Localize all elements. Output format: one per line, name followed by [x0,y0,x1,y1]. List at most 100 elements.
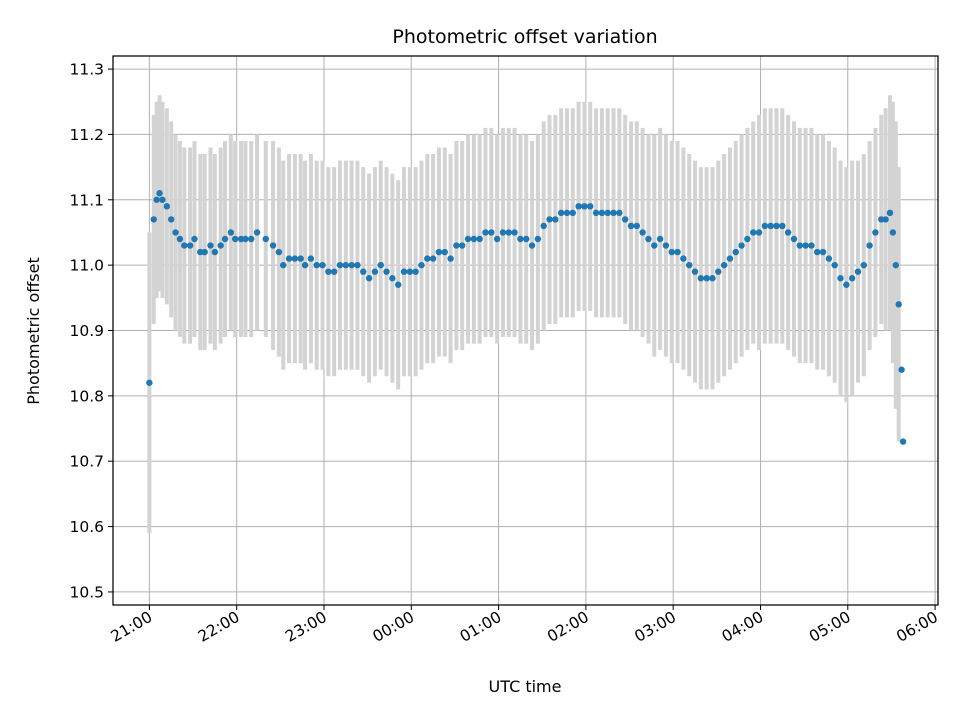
data-point [447,255,454,262]
data-point [761,222,769,230]
y-tick-label: 11.1 [69,191,104,209]
data-point [383,268,390,275]
data-point [280,261,287,269]
data-point [377,261,384,269]
data-point [796,242,803,249]
data-point [470,235,478,243]
data-point [275,248,283,256]
data-point [656,235,664,243]
data-point [697,275,705,282]
data-point [153,196,160,203]
data-point [307,255,315,262]
data-point [854,268,862,275]
data-point [744,235,751,243]
data-point [668,248,675,256]
data-point [784,229,792,236]
data-point [557,209,565,217]
data-point [808,242,815,249]
data-point [163,203,171,210]
data-point [429,255,437,262]
data-point [889,229,897,236]
data-point [895,301,902,308]
data-point [523,235,530,243]
data-point [610,209,617,217]
y-axis-label: Photometric offset [24,257,43,405]
data-point [819,248,827,256]
data-point [242,235,249,243]
data-point [186,242,194,249]
data-point [790,235,798,243]
data-point [348,261,355,269]
data-point [325,268,332,275]
data-point [872,229,879,236]
data-point [563,209,571,217]
data-point [627,222,635,230]
data-point [505,229,512,236]
data-point [534,235,542,243]
data-point [156,190,163,197]
data-point [253,229,261,236]
data-point [330,268,338,275]
data-point [482,229,489,236]
data-points [146,190,907,445]
data-point [604,209,611,217]
data-point [587,203,594,210]
data-point [150,216,157,223]
data-point [499,229,507,236]
data-point [181,242,188,249]
data-point [176,235,184,243]
data-point [211,248,219,256]
data-point [546,216,553,223]
data-point [159,196,166,203]
data-point [453,242,460,249]
data-point [464,235,472,243]
data-point [898,366,905,373]
data-point [750,229,757,236]
data-point [899,438,907,445]
data-point [569,209,576,217]
data-point [691,268,699,275]
data-point [773,222,780,230]
data-point [802,242,809,249]
data-point [201,248,208,256]
data-point [517,235,524,243]
data-point [191,235,198,243]
data-point [882,216,889,223]
y-tick-label: 11.0 [69,257,104,275]
data-point [540,222,547,230]
data-point [860,261,867,269]
data-point [892,261,900,269]
data-point [217,242,224,249]
data-point [406,268,414,275]
data-point [232,235,239,243]
data-point [424,255,431,262]
data-point [297,255,304,262]
data-point [227,229,235,236]
y-tick-label: 10.9 [69,322,104,340]
y-tick-label: 10.5 [69,583,104,601]
data-point [394,281,402,288]
data-point [866,242,873,249]
data-point [168,216,175,223]
data-point [418,261,425,269]
data-point [360,268,367,275]
data-point [285,255,293,262]
data-point [412,268,419,275]
data-point [269,242,277,249]
data-point [685,261,693,269]
data-point [313,261,320,269]
data-point [207,242,214,249]
data-point [662,242,670,249]
data-point [291,255,299,262]
data-point [511,229,518,236]
data-point [843,281,850,288]
data-point [581,203,588,210]
data-point [371,268,379,275]
y-tick-label: 11.3 [69,61,104,79]
data-point [319,261,326,269]
data-point [389,275,396,282]
data-point [400,268,408,275]
data-point [476,235,483,243]
data-point [172,229,179,236]
